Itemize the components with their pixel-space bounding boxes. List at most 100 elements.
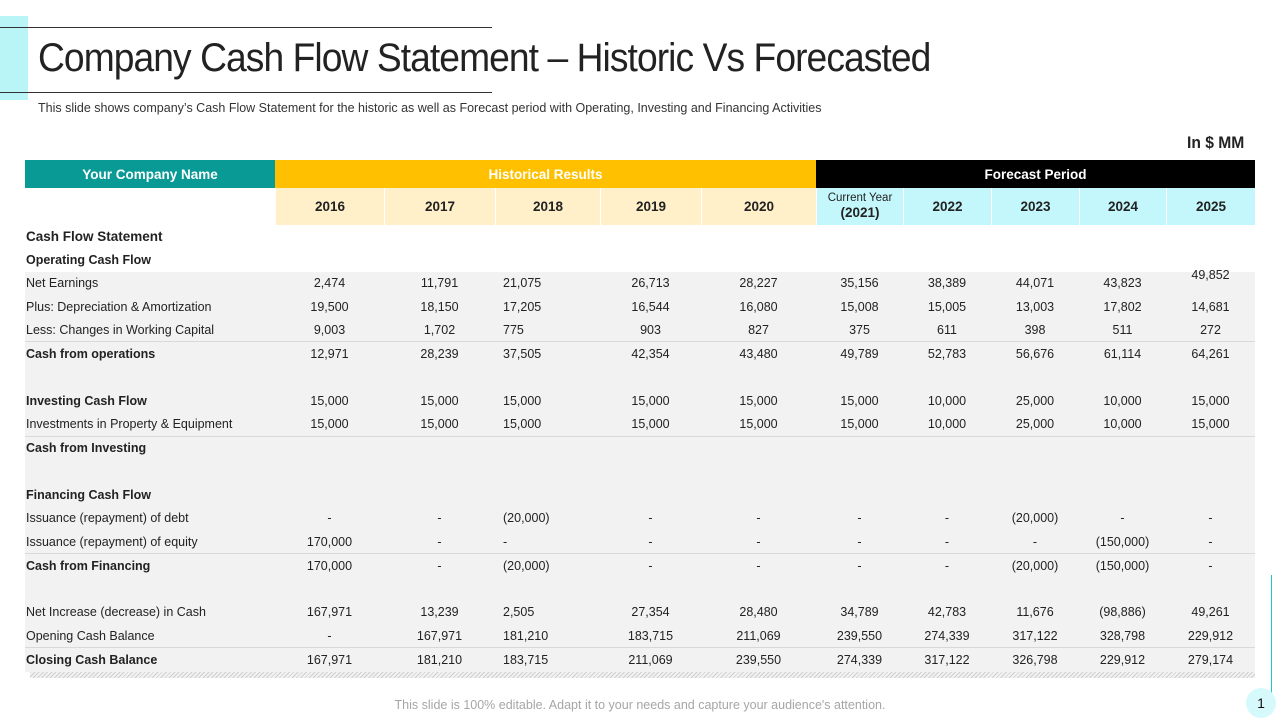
table-cell: - [437,558,442,573]
table-cell: 9,003 [313,322,346,337]
table-cell: 239,550 [735,652,782,667]
table-cell: 274,339 [924,628,970,643]
table-cell: (20,000) [1011,558,1059,573]
table-cell: 17,205 [503,299,542,314]
table-cell: - [756,558,761,573]
table-cell: - [857,558,862,573]
table-cell: (20,000) [1011,511,1059,526]
table-cell: 61,114 [1103,347,1142,362]
table-cell: 15,005 [927,299,967,314]
row-label: Investments in Property & Equipment [26,417,233,432]
table-cell: 511 [1112,322,1133,337]
current-year-value: (2021) [840,205,880,221]
row-label: Investing Cash Flow [26,393,147,408]
table-cell: - [327,511,332,526]
table-cell: 328,798 [1099,628,1146,643]
table-cell: - [857,534,862,549]
year-header-2022: 2022 [903,188,991,225]
table-cell: 2,505 [503,605,535,620]
table-cell: 15,000 [739,417,778,432]
table-cell: 56,676 [1015,347,1055,362]
table-cell: 15,000 [631,417,670,432]
table-cell: 38,389 [927,276,967,291]
table-cell: 181,210 [416,652,463,667]
table-cell: 229,912 [1099,652,1146,667]
table-cell: 12,971 [310,347,349,362]
forecast-period-header: Forecast Period [816,160,1255,188]
table-cell: 272 [1200,322,1221,337]
row-label: Issuance (repayment) of debt [26,511,189,526]
table-cell: - [1208,558,1213,573]
table-row [25,577,1255,600]
table-row: Issuance (repayment) of debt - - (20,000) - -… [25,507,1255,530]
table-cell: (150,000) [1095,534,1150,549]
table-cell: 18,150 [420,299,459,314]
table-cell: 274,339 [836,652,883,667]
table-cell: 317,122 [924,652,970,667]
table-cell: - [944,511,950,526]
table-cell: 15,000 [1191,417,1230,432]
table-row: Investments in Property & Equipment 15,00… [25,412,1255,435]
table-cell: - [857,511,862,526]
table-cell: (20,000) [503,511,550,526]
table-cell: - [648,558,653,573]
table-cell: 229,912 [1187,628,1234,643]
table-cell: 15,000 [631,393,670,408]
table-cell: - [1032,534,1038,549]
table-cell: 15,000 [310,393,349,408]
cash-flow-table: Your Company Name Historical Results For… [25,160,1255,678]
table-cell: (98,886) [1099,605,1146,620]
table-cell: - [503,534,508,549]
title-accent-block [0,16,28,100]
table-cell: 14,681 [1191,299,1230,314]
table-cell: 15,000 [420,393,459,408]
table-cell: 28,227 [739,276,778,291]
table-cell: 44,071 [1015,276,1055,291]
table-row: Plus: Depreciation & Amortization 19,500 1… [25,295,1255,318]
table-row: Cash from Financing 170,000 - (20,000) - - - - (… [25,553,1255,577]
page-subtitle: This slide shows company’s Cash Flow Sta… [38,101,822,115]
table-cell: 27,354 [631,605,670,620]
table-cell: 25,000 [1015,393,1055,408]
corner-accent-line [1271,575,1272,700]
table-cell: 317,122 [1012,628,1058,643]
page-title: Company Cash Flow Statement – Historic V… [38,36,931,80]
table-cell: 10,000 [1103,393,1142,408]
table-cell: - [756,511,761,526]
table-cell: 35,156 [840,276,879,291]
table-row [25,460,1255,483]
table-cell: - [944,558,950,573]
table-row: Less: Changes in Working Capital 9,003 1,7… [25,318,1255,341]
table-cell: 15,008 [840,299,879,314]
table-cell: 181,210 [503,628,549,643]
table-cell: 15,000 [420,417,459,432]
table-row: Cash Flow Statement [25,225,1255,249]
row-label: Cash Flow Statement [26,229,163,245]
table-cell: 43,823 [1103,276,1142,291]
table-cell: - [756,534,761,549]
row-label: Cash from operations [26,347,156,362]
table-row: Investing Cash Flow 15,000 15,000 15,000 15,… [25,389,1255,412]
table-cell: 183,715 [503,652,549,667]
title-bottom-rule [0,92,492,93]
table-cell: 279,174 [1187,652,1234,667]
table-row: Cash from Investing [25,435,1255,460]
table-cell: 239,550 [836,628,883,643]
table-cell: (150,000) [1095,558,1150,573]
table-cell: 15,000 [739,393,778,408]
table-cell: 170,000 [306,558,353,573]
table-cell: 611 [937,322,957,337]
table-cell: - [648,511,653,526]
table-row: Issuance (repayment) of equity 170,000 - - -… [25,530,1255,553]
table-cell: 10,000 [1103,417,1142,432]
table-cell: 183,715 [627,628,674,643]
table-cell: 10,000 [927,417,967,432]
table-cell: 37,505 [503,347,542,362]
year-header-blank [25,188,275,225]
page-number-badge: 1 [1246,688,1276,718]
row-label: Net Earnings [26,276,99,291]
row-label: Financing Cash Flow [26,487,152,502]
table-cell: 49,789 [840,347,879,362]
table-cell: 398 [1024,322,1046,337]
year-header-row: 2016 2017 2018 2019 2020 Current Year (2… [25,188,1255,225]
